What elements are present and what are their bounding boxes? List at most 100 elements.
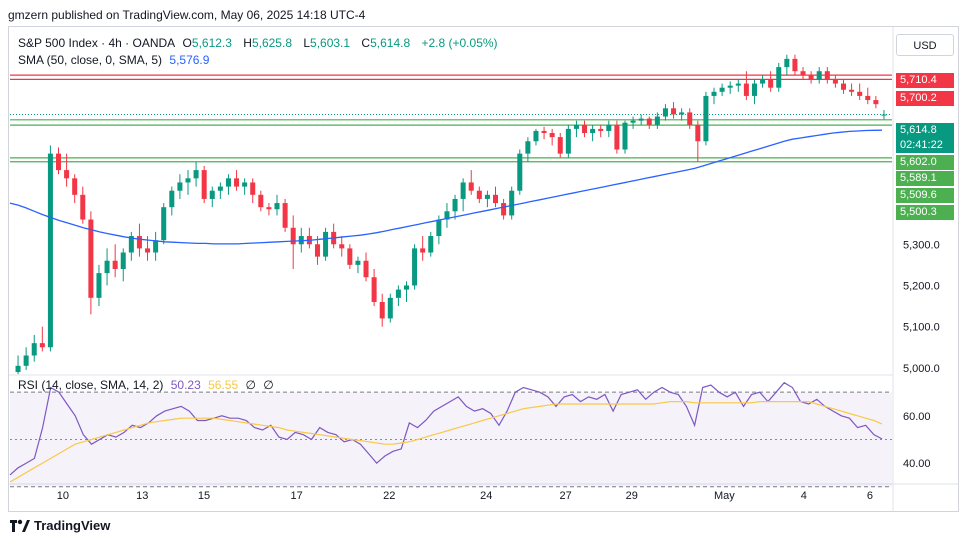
candle-body bbox=[630, 120, 636, 123]
rsi-legend: RSI (14, close, SMA, 14, 2) 50.23 56.55 … bbox=[18, 378, 278, 392]
sma-value: 5,576.9 bbox=[169, 53, 210, 67]
rsi-label[interactable]: RSI (14, close, SMA, 14, 2) bbox=[18, 378, 164, 392]
candle-body bbox=[832, 79, 838, 84]
candle-body bbox=[509, 190, 515, 216]
candle-body bbox=[339, 244, 345, 249]
close-value: 5,614.8 bbox=[370, 36, 411, 50]
candle-body bbox=[727, 85, 733, 88]
candle-body bbox=[695, 124, 701, 142]
sma-line bbox=[9, 129, 883, 245]
publisher-header: gmzern published on TradingView.com, May… bbox=[8, 8, 366, 22]
candle-body bbox=[88, 219, 94, 298]
candle-body bbox=[840, 83, 846, 90]
tradingview-logo-icon bbox=[10, 519, 30, 532]
candle-body bbox=[314, 244, 320, 257]
candle-body bbox=[557, 137, 563, 154]
price-tick-label: 5,000.0 bbox=[903, 363, 940, 375]
candle-body bbox=[395, 289, 401, 298]
candle-body bbox=[379, 301, 385, 319]
candle-body bbox=[525, 141, 531, 154]
candle-body bbox=[209, 190, 215, 199]
low-label: L bbox=[303, 36, 311, 50]
candle-body bbox=[881, 114, 887, 116]
candle-body bbox=[363, 260, 369, 278]
footer-brand: TradingView bbox=[34, 518, 111, 533]
rsi-line bbox=[9, 381, 883, 476]
candle-body bbox=[468, 182, 474, 191]
candle-body bbox=[274, 203, 280, 210]
price-axis-label: 5,614.8 bbox=[896, 123, 954, 138]
price-axis-label: 5,500.3 bbox=[896, 205, 954, 220]
time-tick-label: 29 bbox=[626, 490, 638, 502]
price-axis-label: 5,710.4 bbox=[896, 73, 954, 88]
rsi-tick-label: 60.00 bbox=[903, 411, 931, 423]
candle-body bbox=[493, 194, 499, 204]
symbol-label[interactable]: S&P 500 Index · 4h · OANDA bbox=[18, 36, 176, 50]
candle-body bbox=[638, 118, 644, 121]
price-tick-label: 5,200.0 bbox=[903, 280, 940, 292]
candle-body bbox=[549, 133, 555, 138]
candle-body bbox=[582, 124, 588, 134]
candle-body bbox=[120, 252, 126, 269]
high-value: 5,625.8 bbox=[251, 36, 292, 50]
candle-body bbox=[598, 128, 604, 131]
rsi-tick-label: 40.00 bbox=[903, 458, 931, 470]
candle-body bbox=[242, 182, 248, 187]
candle-body bbox=[250, 182, 256, 195]
time-tick-label: 17 bbox=[291, 490, 303, 502]
candle-body bbox=[573, 124, 579, 129]
time-tick-label: May bbox=[714, 490, 735, 502]
candle-body bbox=[768, 79, 774, 88]
candle-body bbox=[606, 124, 612, 131]
candle-body bbox=[31, 343, 37, 356]
candle-body bbox=[403, 285, 409, 290]
rsi-value: 50.23 bbox=[170, 378, 201, 392]
rsi-ma-line bbox=[9, 401, 883, 483]
price-axis-label: 5,602.0 bbox=[896, 155, 954, 170]
price-tick-label: 5,100.0 bbox=[903, 322, 940, 334]
candle-body bbox=[808, 75, 814, 80]
price-tick-label: 5,300.0 bbox=[903, 239, 940, 251]
candle-body bbox=[290, 227, 296, 245]
candle-body bbox=[444, 211, 450, 220]
candle-body bbox=[776, 67, 782, 88]
candle-body bbox=[743, 83, 749, 96]
candle-body bbox=[735, 83, 741, 86]
candle-body bbox=[15, 365, 21, 372]
candle-body bbox=[865, 95, 871, 101]
candle-body bbox=[824, 71, 830, 80]
time-tick-label: 10 bbox=[57, 490, 69, 502]
time-tick-label: 27 bbox=[560, 490, 572, 502]
candle-body bbox=[128, 236, 134, 253]
candle-body bbox=[217, 186, 223, 191]
candle-body bbox=[161, 207, 167, 241]
candle-body bbox=[355, 260, 361, 265]
chart-frame bbox=[8, 26, 959, 512]
rsi-ma-value: 56.55 bbox=[208, 378, 239, 392]
candle-body bbox=[234, 178, 240, 187]
candle-body bbox=[412, 248, 418, 286]
candle-body bbox=[169, 190, 175, 208]
candle-body bbox=[47, 153, 53, 348]
candle-body bbox=[193, 170, 199, 179]
candle-body bbox=[816, 71, 822, 80]
low-value: 5,603.1 bbox=[310, 36, 351, 50]
time-tick-label: 6 bbox=[867, 490, 873, 502]
candle-body bbox=[428, 236, 434, 253]
sma-label[interactable]: SMA (50, close, 0, SMA, 5) bbox=[18, 53, 163, 67]
candle-body bbox=[177, 182, 183, 191]
candle-body bbox=[460, 182, 466, 199]
candle-body bbox=[452, 198, 458, 212]
candle-body bbox=[64, 170, 70, 179]
currency-selector[interactable]: USD bbox=[896, 34, 954, 56]
high-label: H bbox=[243, 36, 252, 50]
close-label: C bbox=[361, 36, 371, 50]
candle-body bbox=[565, 128, 571, 154]
price-axis-label: 5,509.6 bbox=[896, 188, 954, 203]
candle-body bbox=[857, 91, 863, 96]
time-tick-label: 22 bbox=[383, 490, 395, 502]
candle-body bbox=[153, 240, 159, 253]
price-axis-label: 5,700.2 bbox=[896, 91, 954, 106]
candle-body bbox=[185, 178, 191, 183]
